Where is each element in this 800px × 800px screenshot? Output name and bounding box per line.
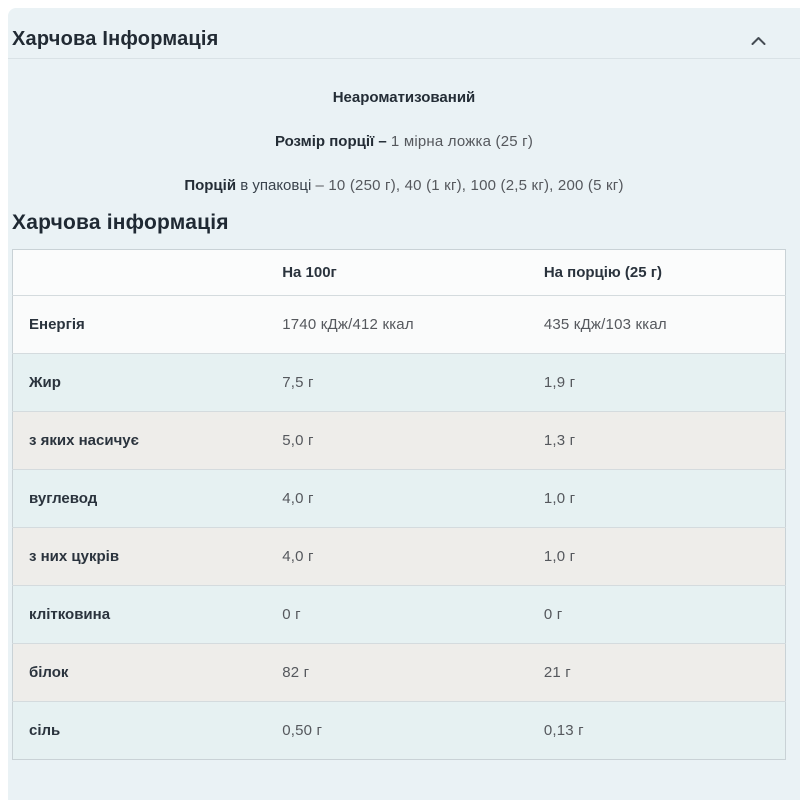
header-divider [8,58,800,59]
nutrient-label: Жир [29,374,61,391]
serving-size-value: 1 мірна ложка (25 г) [390,133,534,150]
product-variant: Неароматизований [332,89,476,106]
value-per-100g: 82 г [282,664,310,681]
col-header-per-100g: На 100г [282,264,337,281]
section-heading: Харчова інформація [12,211,229,234]
nutrition-table: На 100г На порцію (25 г) Енергія 1740 кД… [12,249,786,760]
table-header-row: На 100г На порцію (25 г) [12,249,786,296]
value-per-serving: 1,9 г [543,374,576,391]
value-per-100g: 4,0 г [282,548,314,565]
value-per-serving: 1,3 г [543,432,576,449]
value-per-serving: 435 кДж/103 ккал [543,316,667,333]
value-per-100g: 4,0 г [282,490,314,507]
value-per-100g: 0 г [282,606,301,623]
nutrient-label: вуглевод [29,490,98,507]
nutrient-label: клітковина [29,606,111,623]
nutrient-label: Енергія [29,316,85,333]
value-per-100g: 5,0 г [282,432,314,449]
value-per-serving: 0 г [543,606,563,623]
value-per-serving: 0,13 г [543,722,584,739]
table-row: сіль 0,50 г 0,13 г [12,701,786,760]
value-per-100g: 0,50 г [282,722,323,739]
accordion-title: Харчова Інформація [12,28,219,50]
table-row: вуглевод 4,0 г 1,0 г [12,469,786,528]
nutrient-label: білок [29,664,69,681]
col-header-empty [13,250,283,296]
value-per-serving: 1,0 г [543,490,576,507]
value-per-serving: 1,0 г [543,548,576,565]
accordion-header[interactable]: Харчова Інформація [8,8,800,52]
nutrition-panel: Харчова Інформація Неароматизований Розм… [8,8,800,800]
col-header-per-serving: На порцію (25 г) [543,264,662,281]
servings-value: – 10 (250 г), 40 (1 кг), 100 (2,5 кг), 2… [315,177,624,194]
servings-label: Порцій [184,177,237,194]
servings-label-2: в упаковці [240,177,312,194]
table-row: клітковина 0 г 0 г [12,585,786,644]
chevron-up-icon[interactable] [751,33,766,51]
table-row: білок 82 г 21 г [12,643,786,702]
servings-per-pack-line: Порцій в упаковці – 10 (250 г), 40 (1 кг… [8,177,800,195]
serving-size-label: Розмір порції – [274,133,387,150]
value-per-100g: 7,5 г [282,374,314,391]
nutrient-label: сіль [29,722,61,739]
value-per-serving: 21 г [543,664,571,681]
nutrient-label: з них цукрів [29,548,120,565]
serving-size-line: Розмір порції – 1 мірна ложка (25 г) [8,133,800,151]
table-row: Жир 7,5 г 1,9 г [12,353,786,412]
table-row: з них цукрів 4,0 г 1,0 г [12,527,786,586]
nutrient-label: з яких насичує [29,432,139,449]
table-row: з яких насичує 5,0 г 1,3 г [12,411,786,470]
value-per-100g: 1740 кДж/412 ккал [282,316,414,333]
table-row: Енергія 1740 кДж/412 ккал 435 кДж/103 кк… [12,295,786,354]
